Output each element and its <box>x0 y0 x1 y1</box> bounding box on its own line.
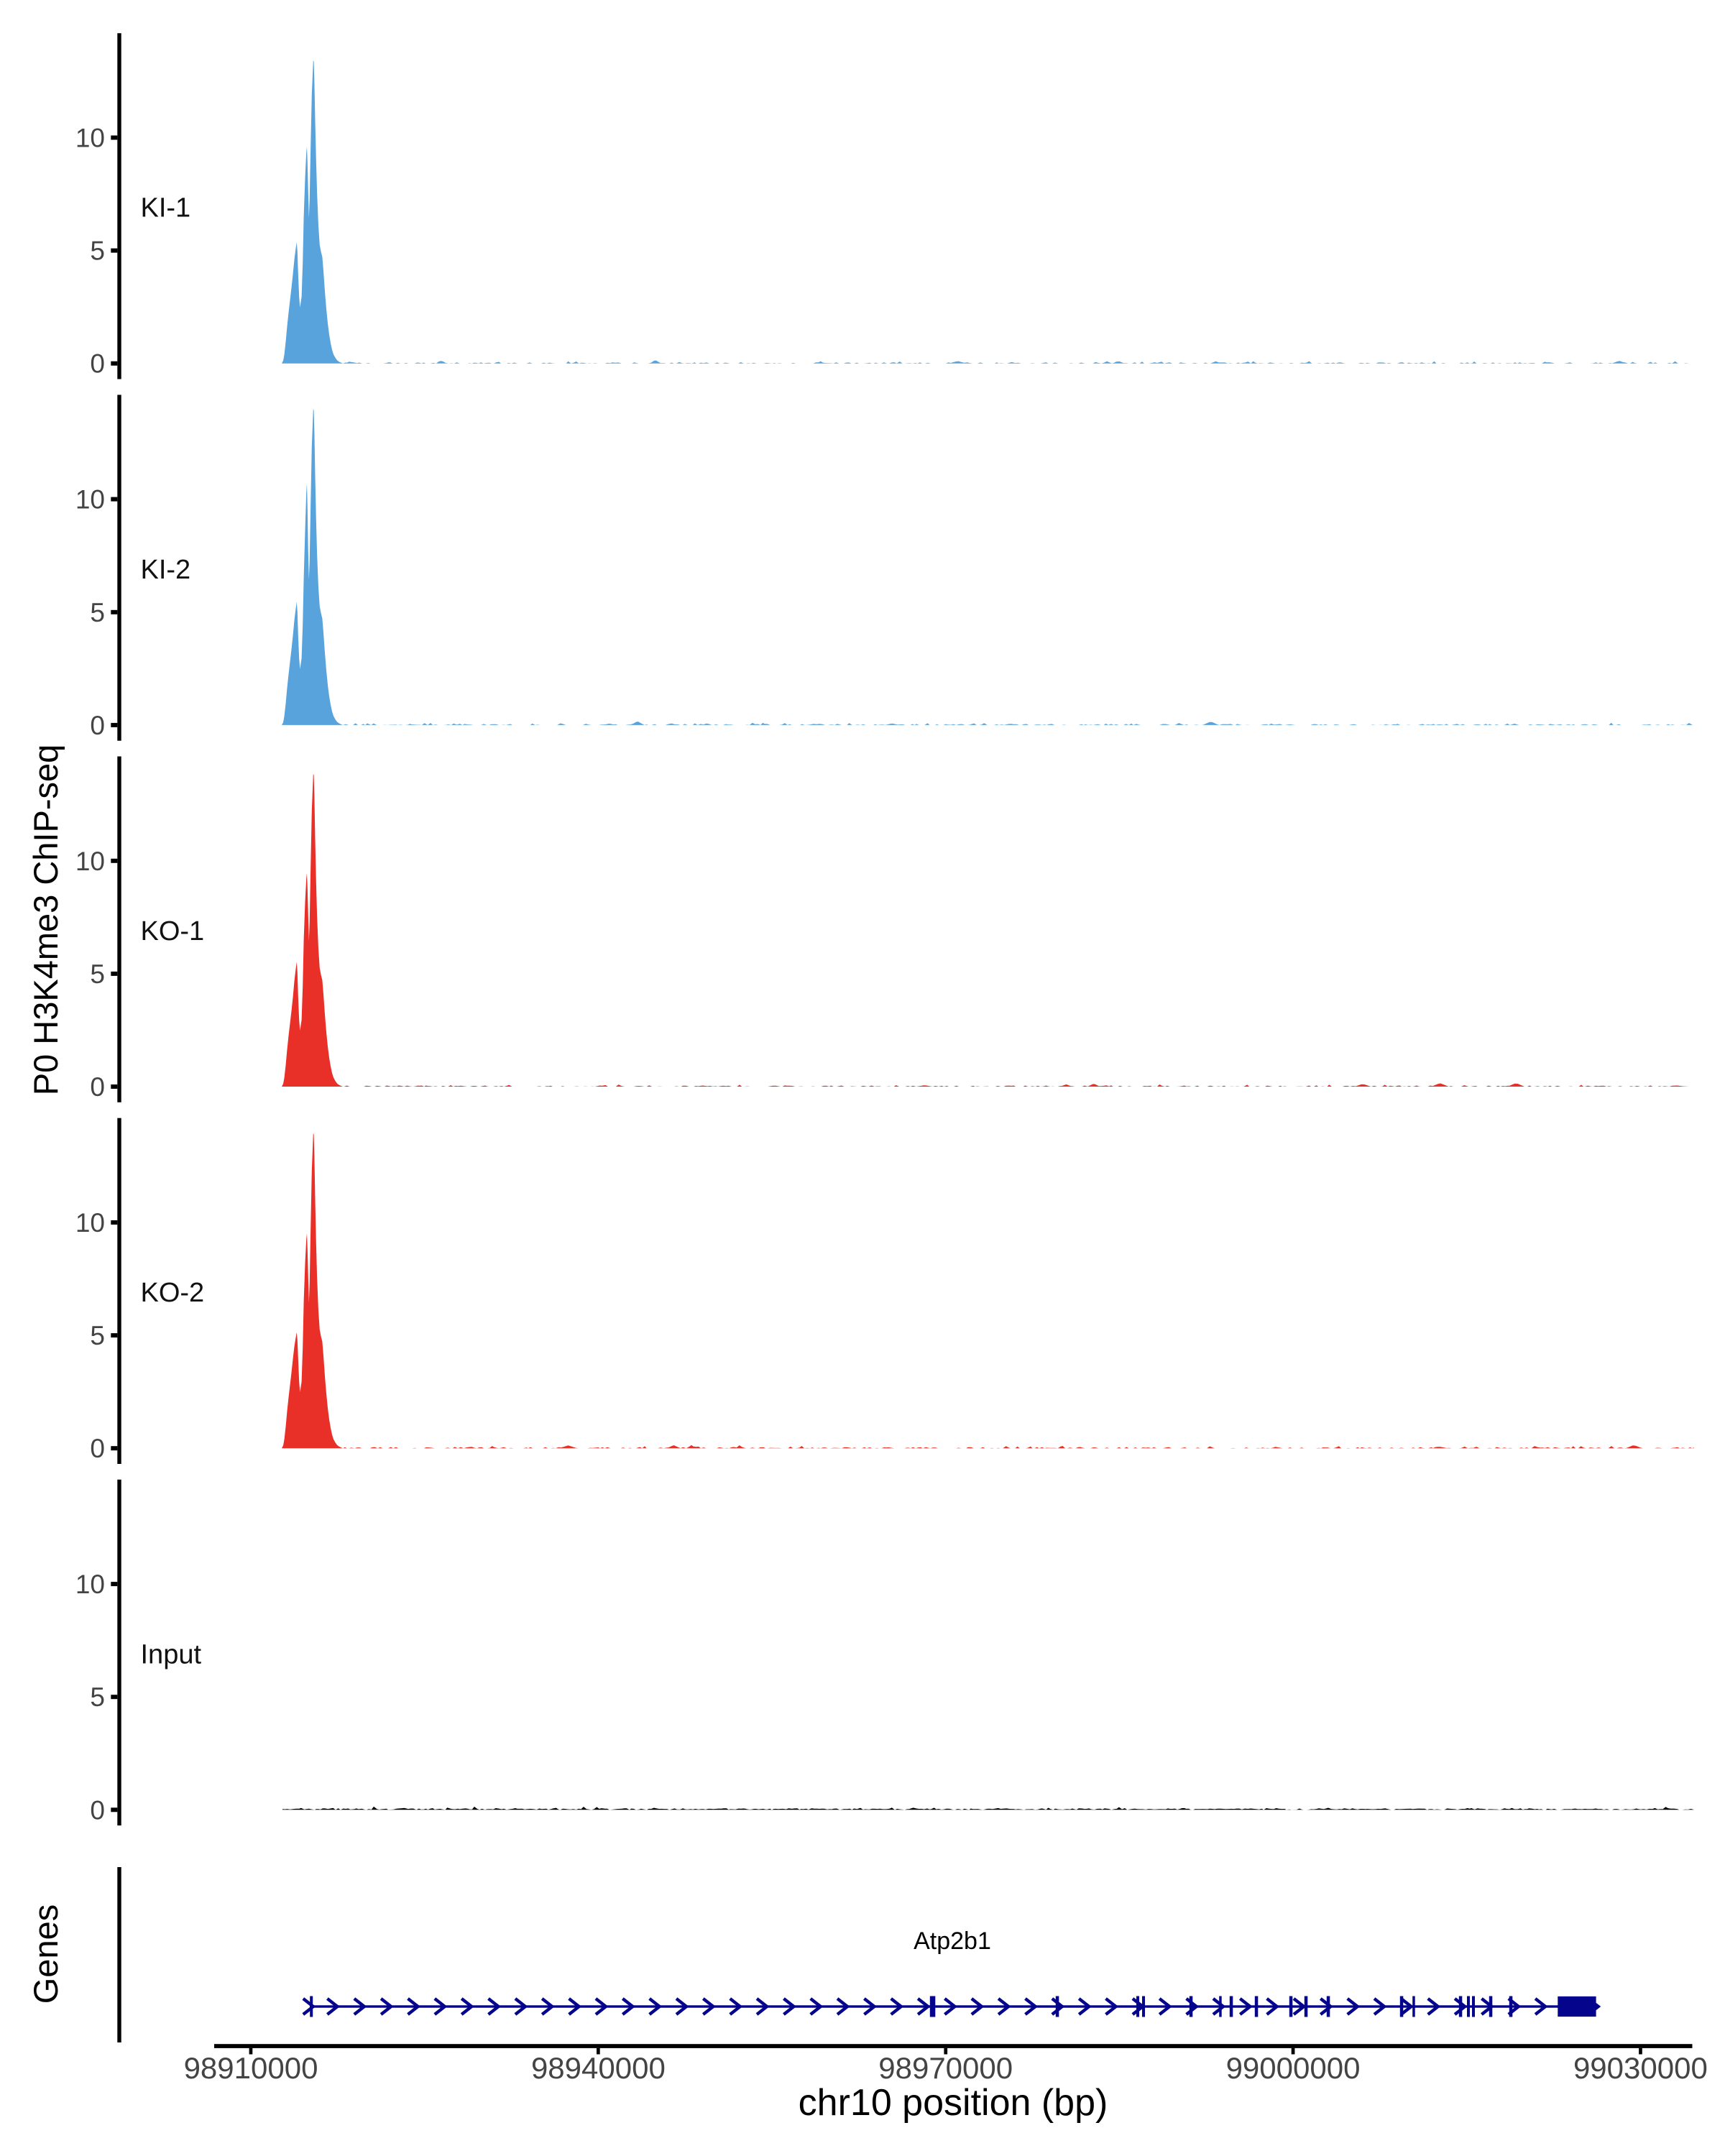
svg-text:P0 H3K4me3 ChIP-seq: P0 H3K4me3 ChIP-seq <box>27 745 65 1096</box>
svg-text:KO-2: KO-2 <box>141 1278 205 1308</box>
svg-text:5: 5 <box>90 1321 105 1350</box>
svg-text:5: 5 <box>90 1682 105 1712</box>
svg-text:KO-1: KO-1 <box>141 916 205 946</box>
svg-text:10: 10 <box>75 124 105 153</box>
svg-text:0: 0 <box>90 1795 105 1825</box>
svg-text:0: 0 <box>90 349 105 379</box>
svg-text:99030000: 99030000 <box>1573 2051 1708 2085</box>
svg-text:KI-1: KI-1 <box>141 193 191 224</box>
svg-text:10: 10 <box>75 485 105 515</box>
svg-text:chr10 position (bp): chr10 position (bp) <box>799 2082 1108 2124</box>
svg-text:0: 0 <box>90 1072 105 1102</box>
svg-text:98970000: 98970000 <box>878 2051 1013 2085</box>
svg-text:Input: Input <box>141 1639 202 1669</box>
svg-text:5: 5 <box>90 236 105 266</box>
svg-text:98910000: 98910000 <box>184 2051 318 2085</box>
svg-text:99000000: 99000000 <box>1226 2051 1361 2085</box>
svg-text:Atp2b1: Atp2b1 <box>914 1927 991 1955</box>
svg-text:Genes: Genes <box>27 1904 65 2004</box>
svg-text:5: 5 <box>90 959 105 989</box>
svg-text:10: 10 <box>75 1570 105 1599</box>
svg-text:5: 5 <box>90 598 105 627</box>
svg-text:98940000: 98940000 <box>531 2051 666 2085</box>
svg-text:0: 0 <box>90 711 105 740</box>
svg-text:0: 0 <box>90 1434 105 1463</box>
svg-text:10: 10 <box>75 1208 105 1238</box>
svg-text:KI-2: KI-2 <box>141 555 191 585</box>
svg-text:10: 10 <box>75 847 105 876</box>
